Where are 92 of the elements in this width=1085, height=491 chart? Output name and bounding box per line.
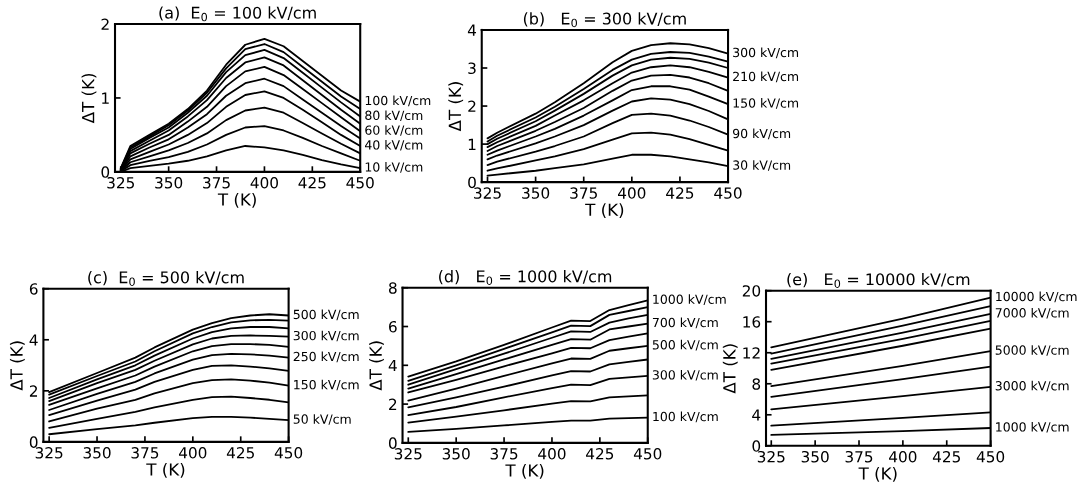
series-label: 30 kV/cm	[733, 160, 791, 171]
y-tick-label: 4	[752, 409, 761, 421]
x-tick-label: 375	[490, 448, 518, 460]
y-tick-label: 12	[743, 347, 760, 359]
y-tick-label: 8	[388, 282, 397, 294]
x-tick-label: 350	[155, 176, 183, 189]
x-axis-title: T (K)	[585, 203, 624, 219]
series-label: 1000 kV/cm	[653, 294, 726, 305]
y-tick-label: 4	[467, 24, 477, 36]
x-tick-label: 375	[203, 176, 230, 189]
x-tick-label: 450	[976, 450, 1005, 463]
x-tick-label: 350	[83, 447, 111, 459]
x-tick-label: 450	[274, 447, 303, 459]
series-label: 80 kV/cm	[365, 110, 423, 122]
x-tick-label: 425	[932, 450, 960, 463]
series-label: 90 kV/cm	[732, 128, 791, 140]
chart-title: (e) E$_{0}$ = 10000 kV/cm	[787, 272, 970, 288]
x-tick-label: 350	[442, 448, 470, 460]
series-label: 300 kV/cm	[733, 47, 799, 59]
series-label: 700 kV/cm	[652, 317, 718, 329]
x-tick-label: 375	[131, 447, 159, 459]
y-tick-label: 2	[389, 398, 397, 410]
series-label: 50 kV/cm	[293, 414, 351, 425]
y-tick-label: 0	[101, 166, 110, 178]
x-tick-label: 450	[633, 448, 662, 460]
series-label: 210 kV/cm	[733, 71, 799, 83]
y-tick-label: 6	[29, 283, 38, 295]
series-label: 10 kV/cm	[365, 162, 423, 173]
chart-title: (d) E$_{0}$ = 1000 kV/cm	[439, 270, 612, 285]
x-axis-title: T (K)	[146, 462, 185, 478]
x-tick-label: 425	[298, 176, 326, 189]
series-label: 7000 kV/cm	[995, 307, 1069, 319]
y-tick-label: 0	[388, 437, 397, 449]
series-label: 300 kV/cm	[293, 330, 359, 342]
chart-title: (a) E$_{0}$ = 100 kV/cm	[159, 6, 316, 22]
y-tick-label: 1	[102, 92, 109, 104]
x-tick-label: 325	[107, 176, 134, 189]
y-tick-label: 8	[752, 378, 761, 390]
series-label: 250 kV/cm	[293, 351, 359, 363]
x-tick-label: 450	[714, 187, 742, 199]
series-label: 60 kV/cm	[365, 125, 423, 136]
y-tick-label: 2	[29, 385, 38, 397]
y-tick-label: 16	[743, 316, 761, 328]
y-axis-title: ΔT (K)	[448, 82, 464, 132]
y-tick-label: 2	[468, 100, 476, 112]
y-axis-title: ΔT (K)	[369, 341, 384, 391]
x-axis-title: T (K)	[858, 466, 897, 482]
x-tick-label: 350	[522, 187, 550, 199]
series-label: 1000 kV/cm	[996, 421, 1069, 433]
y-tick-label: 3	[468, 62, 476, 75]
x-tick-label: 400	[889, 450, 917, 463]
y-tick-label: 4	[388, 359, 397, 372]
y-tick-label: 4	[29, 334, 38, 346]
series-label: 100 kV/cm	[365, 95, 431, 107]
y-tick-label: 20	[742, 285, 761, 297]
x-axis-title: T (K)	[217, 192, 256, 208]
x-tick-label: 400	[178, 447, 207, 459]
chart-title: (c) E$_{0}$ = 500 kV/cm	[88, 271, 244, 286]
x-tick-label: 425	[666, 187, 694, 199]
y-tick-label: 1	[468, 138, 476, 150]
series-label: 150 kV/cm	[733, 98, 799, 109]
series-label: 100 kV/cm	[653, 411, 718, 423]
x-tick-label: 425	[586, 448, 614, 460]
x-axis-title: T (K)	[505, 463, 544, 479]
series-label: 500 kV/cm	[293, 309, 359, 321]
x-tick-label: 375	[845, 450, 873, 463]
y-tick-label: 0	[752, 440, 761, 452]
y-tick-label: 0	[468, 176, 476, 189]
series-label: 3000 kV/cm	[995, 380, 1069, 392]
series-label: 300 kV/cm	[652, 369, 718, 381]
series-label: 500 kV/cm	[652, 339, 718, 351]
series-label: 10000 kV/cm	[996, 291, 1077, 303]
x-tick-label: 325	[35, 447, 63, 459]
y-axis-title: ΔT (K)	[81, 73, 97, 124]
chart-title: (b) E$_{0}$ = 300 kV/cm	[523, 12, 686, 28]
x-tick-label: 400	[538, 448, 566, 460]
y-axis-title: ΔT (K)	[722, 344, 738, 394]
y-tick-label: 6	[389, 320, 397, 333]
x-tick-label: 375	[570, 187, 597, 199]
y-axis-title: ΔT (K)	[9, 341, 25, 391]
y-tick-label: 0	[29, 436, 38, 448]
series-label: 5000 kV/cm	[995, 345, 1069, 356]
x-tick-label: 350	[801, 450, 829, 463]
x-tick-label: 400	[250, 176, 278, 189]
series-label: 40 kV/cm	[365, 139, 423, 151]
x-tick-label: 450	[346, 176, 374, 189]
x-tick-label: 400	[617, 187, 646, 199]
y-tick-label: 2	[101, 18, 109, 30]
series-label: 150 kV/cm	[294, 379, 359, 391]
x-tick-label: 425	[226, 447, 254, 459]
x-tick-label: 325	[474, 187, 501, 199]
x-tick-label: 325	[394, 448, 422, 460]
